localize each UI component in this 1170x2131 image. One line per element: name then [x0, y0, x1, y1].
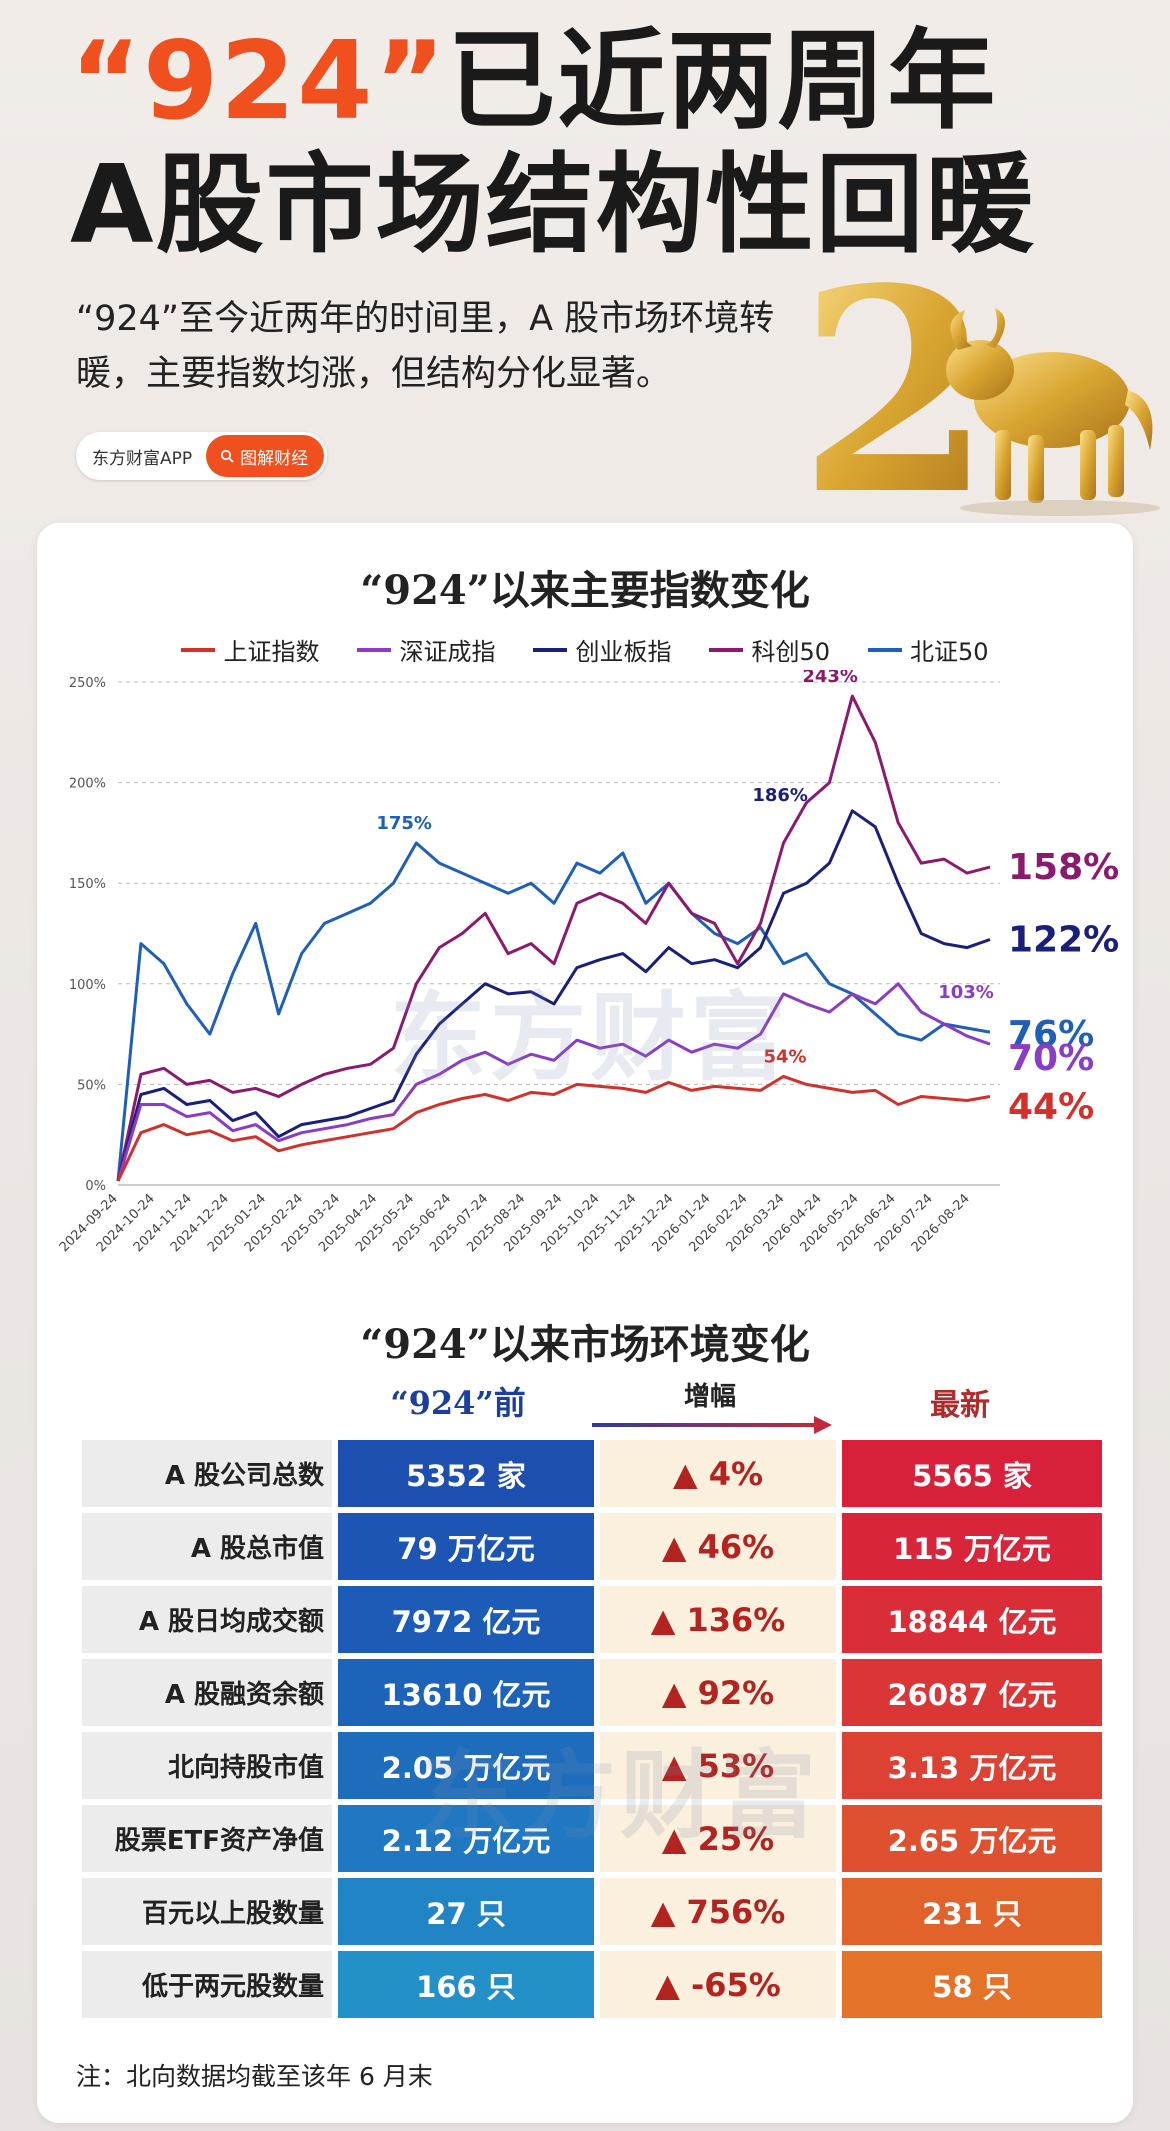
legend-label: 创业板指	[575, 638, 672, 666]
latest-value: 115 万亿元	[842, 1513, 1102, 1580]
search-icon	[221, 449, 234, 463]
row-label: A 股日均成交额	[82, 1586, 332, 1653]
chart-legend: 上证指数 深证成指 创业板指 科创50 北证50	[0, 632, 1170, 667]
growth-value: ▲ 46%	[600, 1513, 836, 1580]
series-line	[116, 841, 991, 1182]
headline-line2: A股市场结构性回暖	[70, 143, 1036, 268]
gold-bull-illustration: 2	[798, 250, 1160, 520]
bull-icon	[946, 308, 1160, 516]
series-line	[116, 1074, 991, 1182]
table-row: A 股日均成交额 7972 亿元 ▲ 136% 18844 亿元	[82, 1586, 1102, 1653]
growth-value: ▲ 136%	[600, 1586, 836, 1653]
series-end-label: 44%	[1008, 1086, 1094, 1127]
before-value: 13610 亿元	[338, 1659, 594, 1726]
source-badge: 东方财富APP 图解财经	[76, 432, 328, 480]
headline-anniversary: 已近两周年	[447, 19, 998, 144]
row-label: 低于两元股数量	[82, 1951, 332, 2018]
y-tick-label: 150%	[69, 877, 106, 892]
series-line	[116, 809, 991, 1182]
table-row: 北向持股市值 2.05 万亿元 ▲ 53% 3.13 万亿元	[82, 1732, 1102, 1799]
growth-value: ▲ -65%	[600, 1951, 836, 2018]
y-tick-label: 100%	[69, 978, 106, 993]
legend-item-chinext: 创业板指	[533, 632, 671, 667]
latest-value: 5565 家	[842, 1440, 1102, 1507]
tag-label: 图解财经	[240, 448, 309, 469]
col-header-before: “924”前	[390, 1384, 526, 1422]
growth-value: ▲ 25%	[600, 1805, 836, 1872]
col-header-growth: 增幅	[683, 1382, 736, 1412]
legend-item-bse50: 北证50	[868, 632, 989, 667]
legend-label: 北证50	[910, 638, 989, 666]
legend-label: 科创50	[751, 638, 830, 666]
row-label: A 股公司总数	[82, 1440, 332, 1507]
series-end-label: 70%	[1008, 1038, 1094, 1079]
series-end-label: 76%	[1008, 1014, 1094, 1055]
before-value: 79 万亿元	[338, 1513, 594, 1580]
headline-line1: “924”已近两周年	[70, 28, 997, 136]
right-arrow-icon	[592, 1416, 832, 1434]
before-value: 166 只	[338, 1951, 594, 2018]
table-title: “924”以来市场环境变化	[360, 1321, 810, 1368]
chart-title: “924”以来主要指数变化	[360, 567, 810, 614]
before-value: 7972 亿元	[338, 1586, 594, 1653]
legend-item-star50: 科创50	[709, 632, 830, 667]
growth-value: ▲ 53%	[600, 1732, 836, 1799]
intro-text: “924”至今近两年的时间里，A 股市场环境转暖，主要指数均涨，但结构分化显著。	[76, 299, 775, 394]
series-peak-label: 243%	[802, 670, 858, 687]
series-peak-label: 54%	[763, 1046, 806, 1067]
legend-item-szse: 深证成指	[357, 632, 495, 667]
series-line	[116, 694, 991, 1182]
y-tick-label: 250%	[69, 676, 106, 691]
growth-value: ▲ 756%	[600, 1878, 836, 1945]
row-label: 北向持股市值	[82, 1732, 332, 1799]
y-tick-label: 50%	[77, 1078, 106, 1093]
legend-label: 深证成指	[399, 638, 496, 666]
series-end-label: 122%	[1008, 920, 1119, 961]
col-header-latest: 最新	[930, 1388, 990, 1423]
series-line	[116, 982, 991, 1182]
before-value: 27 只	[338, 1878, 594, 1945]
latest-value: 58 只	[842, 1951, 1102, 2018]
before-value: 5352 家	[338, 1440, 594, 1507]
legend-label: 上证指数	[223, 638, 320, 666]
row-label: 股票ETF资产净值	[82, 1805, 332, 1872]
table-row: 股票ETF资产净值 2.12 万亿元 ▲ 25% 2.65 万亿元	[82, 1805, 1102, 1872]
table-row: A 股总市值 79 万亿元 ▲ 46% 115 万亿元	[82, 1513, 1102, 1580]
series-end-label: 158%	[1008, 847, 1119, 888]
footnote: 注：北向数据均截至该年 6 月末	[76, 2062, 433, 2091]
latest-value: 231 只	[842, 1878, 1102, 1945]
y-tick-label: 200%	[69, 777, 106, 792]
latest-value: 3.13 万亿元	[842, 1732, 1102, 1799]
row-label: A 股总市值	[82, 1513, 332, 1580]
latest-value: 18844 亿元	[842, 1586, 1102, 1653]
row-label: 百元以上股数量	[82, 1878, 332, 1945]
latest-value: 2.65 万亿元	[842, 1805, 1102, 1872]
line-chart: 0%50%100%150%200%250%2024-09-242024-10-2…	[57, 670, 1119, 1255]
y-tick-label: 0%	[85, 1179, 106, 1194]
table-row: 百元以上股数量 27 只 ▲ 756% 231 只	[82, 1878, 1102, 1945]
table-row: A 股融资余额 13610 亿元 ▲ 92% 26087 亿元	[82, 1659, 1102, 1726]
watermark: 东方财富	[420, 1740, 820, 1852]
table-row: A 股公司总数 5352 家 ▲ 4% 5565 家	[82, 1440, 1102, 1507]
latest-value: 26087 亿元	[842, 1659, 1102, 1726]
headline-924: “924”	[70, 19, 448, 144]
source-name: 东方财富APP	[92, 448, 193, 469]
legend-item-sse: 上证指数	[181, 632, 319, 667]
growth-value: ▲ 4%	[600, 1440, 836, 1507]
watermark: 东方财富	[390, 982, 790, 1094]
tag-button[interactable]: 图解财经	[206, 435, 325, 477]
before-value: 2.12 万亿元	[338, 1805, 594, 1872]
before-value: 2.05 万亿元	[338, 1732, 594, 1799]
series-peak-label: 186%	[752, 785, 808, 806]
row-label: A 股融资余额	[82, 1659, 332, 1726]
series-peak-label: 175%	[376, 813, 432, 834]
table-row: 低于两元股数量 166 只 ▲ -65% 58 只	[82, 1951, 1102, 2018]
series-peak-label: 103%	[938, 982, 994, 1003]
growth-value: ▲ 92%	[600, 1659, 836, 1726]
